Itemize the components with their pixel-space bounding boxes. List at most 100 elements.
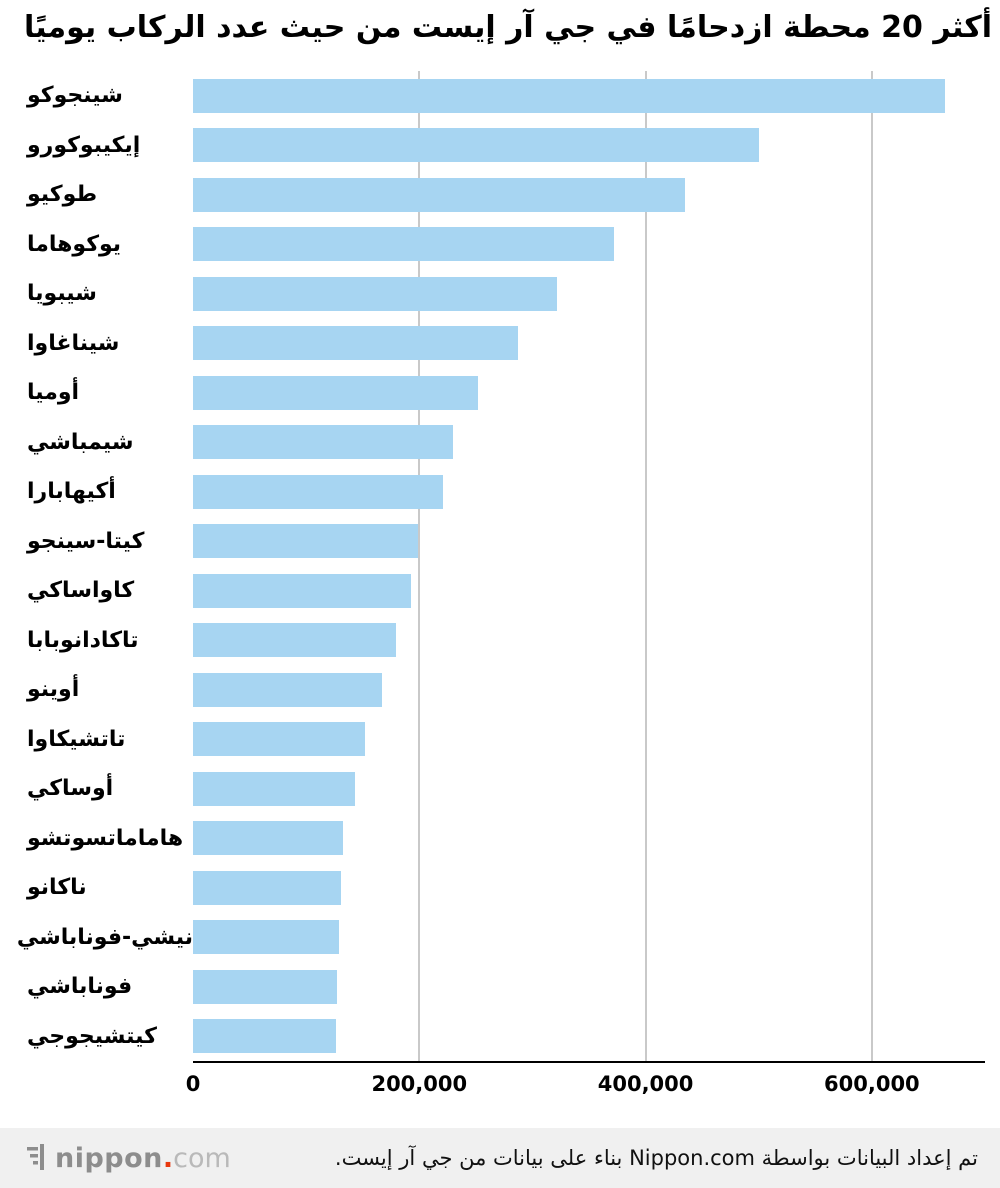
category-label: أوميا — [27, 380, 80, 406]
bar-track — [193, 616, 985, 666]
bar-track — [193, 1012, 985, 1062]
bar — [193, 771, 355, 806]
footer: nippon.com تم إعداد البيانات بواسطة Nipp… — [0, 1128, 1000, 1188]
category-label: تاتشيكاوا — [27, 726, 126, 752]
category-label: أكيهابارا — [27, 479, 116, 505]
bar-track — [193, 913, 985, 963]
bar — [193, 573, 412, 608]
bar-row: تاكادانوبابا — [15, 616, 985, 666]
bar-row: شيمباشي — [15, 418, 985, 468]
bar — [193, 128, 759, 163]
gridlines — [193, 71, 985, 1061]
bar-track — [193, 566, 985, 616]
bar-row: كيتا-سينجو — [15, 517, 985, 567]
category-label: أوساكي — [27, 776, 114, 802]
chart-body: شينجوكو إيكيبوكورو طوكيو يوكوهاما شيبويا شينا… — [0, 71, 1000, 1103]
category-label: كاواساكي — [27, 578, 135, 604]
category-label: شيبويا — [27, 281, 97, 307]
bar — [193, 326, 518, 361]
category-label: شيناغاوا — [27, 330, 120, 356]
bar — [193, 425, 454, 460]
x-tick-label: 200,000 — [371, 1072, 468, 1096]
bar-row: ناكانو — [15, 863, 985, 913]
bar — [193, 227, 614, 262]
bar-track — [193, 517, 985, 567]
x-tick-label: 0 — [185, 1072, 201, 1096]
bar-track — [193, 71, 985, 121]
bar-row: أوميا — [15, 368, 985, 418]
category-label: يوكوهاما — [27, 231, 122, 257]
bar-row: فوناباشي — [15, 962, 985, 1012]
bar-row: كاواساكي — [15, 566, 985, 616]
bar-track — [193, 170, 985, 220]
x-tick-label: 400,000 — [597, 1072, 694, 1096]
category-label: أوينو — [27, 677, 80, 703]
gridline — [644, 71, 647, 1061]
category-label: تاكادانوبابا — [27, 627, 139, 653]
bar-track — [193, 368, 985, 418]
category-label: كيتشيجوجي — [27, 1023, 157, 1049]
bar-row: هاماماتسوتشو — [15, 814, 985, 864]
bar-track — [193, 319, 985, 369]
logo-dot: . — [162, 1142, 174, 1174]
bar-row: أوينو — [15, 665, 985, 715]
bar-row: شينجوكو — [15, 71, 985, 121]
bar — [193, 1019, 336, 1054]
category-label: فوناباشي — [27, 974, 133, 1000]
bar — [193, 821, 344, 856]
bar-track — [193, 863, 985, 913]
chart-title: أكثر 20 محطة ازدحامًا في جي آر إيست من ح… — [23, 10, 992, 45]
category-label: نيشي-فوناباشي — [16, 924, 193, 950]
bar-track — [193, 220, 985, 270]
logo-suffix-text: com — [173, 1142, 231, 1174]
bar — [193, 276, 558, 311]
bar-row: أكيهابارا — [15, 467, 985, 517]
bar — [193, 870, 342, 905]
bar-row: إيكيبوكورو — [15, 121, 985, 171]
bar-track — [193, 665, 985, 715]
category-label: إيكيبوكورو — [27, 132, 141, 158]
gridline — [418, 71, 421, 1061]
bar-row: كيتشيجوجي — [15, 1012, 985, 1062]
bar-row: تاتشيكاوا — [15, 715, 985, 765]
attribution-text: تم إعداد البيانات بواسطة Nippon.com بناء… — [334, 1146, 978, 1170]
category-label: طوكيو — [27, 182, 98, 208]
x-tick-label: 600,000 — [824, 1072, 920, 1096]
bar — [193, 375, 479, 410]
bar — [193, 524, 419, 559]
category-label: كيتا-سينجو — [27, 528, 145, 554]
bar — [193, 672, 382, 707]
bar-track — [193, 715, 985, 765]
bar-track — [193, 269, 985, 319]
bar-row: نيشي-فوناباشي — [15, 913, 985, 963]
bar — [193, 722, 365, 757]
category-label: ناكانو — [27, 875, 87, 901]
bar-row: شيبويا — [15, 269, 985, 319]
bar — [193, 623, 396, 658]
nippon-logo-text: nippon.com — [55, 1143, 231, 1174]
bar — [193, 969, 337, 1004]
nippon-logo: nippon.com — [26, 1143, 231, 1174]
logo-main-text: nippon — [55, 1142, 163, 1174]
bar-track — [193, 467, 985, 517]
bar-row: يوكوهاما — [15, 220, 985, 270]
bar — [193, 920, 339, 955]
bar-row: شيناغاوا — [15, 319, 985, 369]
category-label: شينجوكو — [27, 83, 123, 109]
category-label: شيمباشي — [27, 429, 134, 455]
bar-track — [193, 121, 985, 171]
bar-track — [193, 962, 985, 1012]
bar — [193, 474, 444, 509]
gridline — [870, 71, 873, 1061]
bar-row: طوكيو — [15, 170, 985, 220]
bar — [193, 78, 946, 113]
bar-track — [193, 764, 985, 814]
bar-track — [193, 814, 985, 864]
nippon-antenna-icon — [26, 1143, 48, 1174]
bar-row: أوساكي — [15, 764, 985, 814]
category-label: هاماماتسوتشو — [27, 825, 184, 851]
bar — [193, 177, 686, 212]
bar-track — [193, 418, 985, 468]
x-axis: 0 200,000 400,000 600,000 — [186, 1061, 985, 1103]
